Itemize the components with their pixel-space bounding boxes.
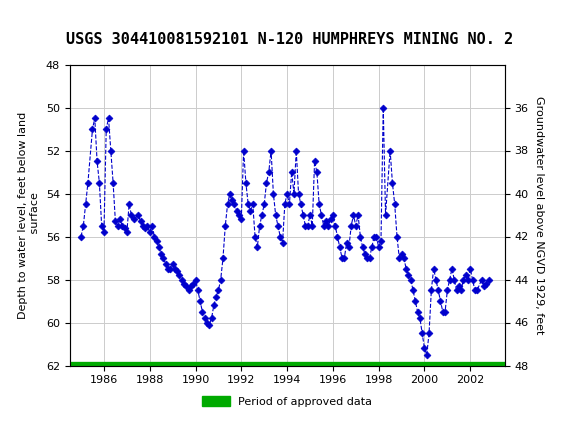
Y-axis label: Groundwater level above NGVD 1929, feet: Groundwater level above NGVD 1929, feet [534,96,544,334]
Y-axis label: Depth to water level, feet below land
 surface: Depth to water level, feet below land su… [19,111,40,319]
Text: █USGS: █USGS [12,9,66,30]
Legend: Period of approved data: Period of approved data [197,391,377,411]
Text: USGS 304410081592101 N-120 HUMPHREYS MINING NO. 2: USGS 304410081592101 N-120 HUMPHREYS MIN… [67,32,513,47]
